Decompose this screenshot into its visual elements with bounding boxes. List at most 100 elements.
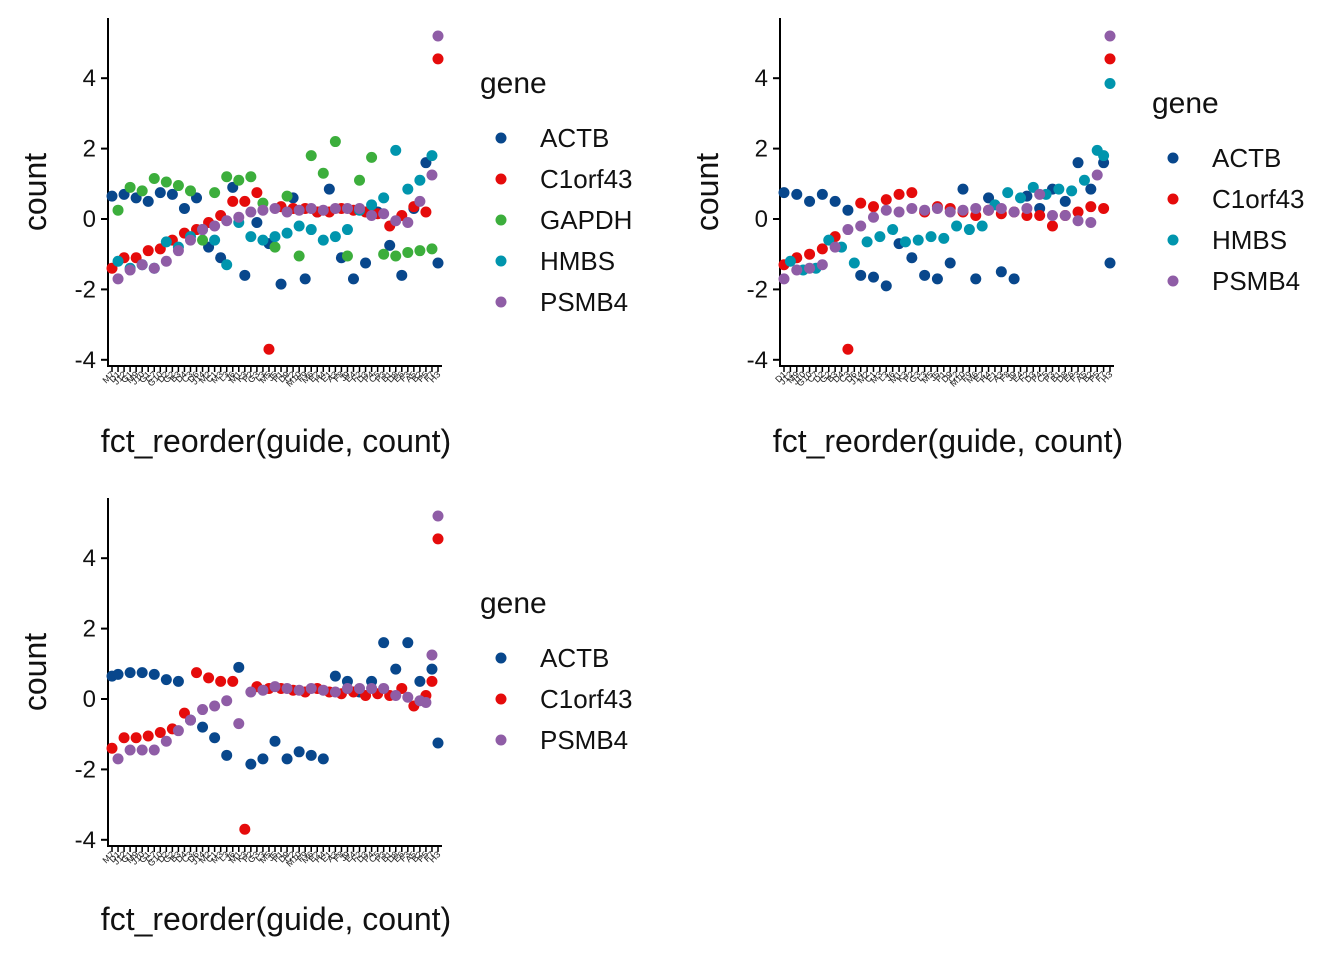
legend-label: ACTB bbox=[1212, 143, 1281, 173]
data-point bbox=[842, 224, 854, 236]
data-point bbox=[390, 689, 402, 701]
data-point bbox=[317, 753, 329, 765]
data-point bbox=[426, 150, 438, 162]
data-point bbox=[420, 206, 432, 218]
data-point bbox=[378, 192, 390, 204]
data-point bbox=[426, 649, 438, 661]
data-point bbox=[221, 171, 233, 183]
data-point bbox=[251, 187, 263, 199]
y-tick-label: 2 bbox=[83, 616, 96, 643]
data-point bbox=[172, 675, 184, 687]
data-point bbox=[1104, 77, 1116, 89]
data-point bbox=[329, 670, 341, 682]
data-point bbox=[816, 259, 828, 271]
data-point bbox=[378, 208, 390, 220]
data-point bbox=[925, 231, 937, 243]
data-point bbox=[402, 183, 414, 195]
data-point bbox=[209, 732, 221, 744]
data-point bbox=[880, 280, 892, 292]
legend-key bbox=[1167, 152, 1179, 164]
data-point bbox=[341, 250, 353, 262]
data-point bbox=[329, 202, 341, 214]
data-point bbox=[893, 188, 905, 200]
data-point bbox=[816, 188, 828, 200]
legend-key bbox=[495, 173, 507, 185]
data-point bbox=[233, 174, 245, 186]
data-point bbox=[1015, 192, 1027, 204]
data-point bbox=[778, 187, 790, 199]
data-point bbox=[184, 714, 196, 726]
data-point bbox=[390, 250, 402, 262]
data-point bbox=[829, 195, 841, 207]
data-point bbox=[148, 173, 160, 185]
data-point bbox=[317, 167, 329, 179]
data-point bbox=[1104, 53, 1116, 65]
data-point bbox=[426, 243, 438, 255]
data-point bbox=[112, 273, 124, 285]
y-tick-label: 2 bbox=[755, 136, 768, 163]
data-point bbox=[347, 273, 359, 285]
data-point bbox=[899, 236, 911, 248]
data-point bbox=[887, 224, 899, 236]
data-point bbox=[855, 197, 867, 209]
data-point bbox=[1085, 217, 1097, 229]
legend-label: PSMB4 bbox=[540, 725, 628, 755]
data-point bbox=[414, 174, 426, 186]
data-point bbox=[233, 211, 245, 223]
data-point bbox=[197, 224, 209, 236]
series-ACTB bbox=[106, 157, 444, 290]
data-point bbox=[784, 255, 796, 267]
data-point bbox=[396, 269, 408, 281]
data-point bbox=[281, 227, 293, 239]
x-axis-title: fct_reorder(guide, count) bbox=[773, 423, 1123, 459]
data-point bbox=[293, 684, 305, 696]
y-tick-label: 4 bbox=[755, 65, 768, 92]
data-point bbox=[124, 181, 136, 193]
data-point bbox=[305, 150, 317, 162]
data-point bbox=[257, 204, 269, 216]
data-point bbox=[390, 663, 402, 675]
y-axis-title: count bbox=[689, 153, 725, 231]
legend: gene ACTB C1orf43 HMBS PSMB4 bbox=[1152, 87, 1305, 296]
data-point bbox=[136, 259, 148, 271]
data-point bbox=[1072, 206, 1084, 218]
legend-label: GAPDH bbox=[540, 205, 632, 235]
data-point bbox=[390, 144, 402, 156]
data-point bbox=[281, 682, 293, 694]
data-point bbox=[191, 667, 203, 679]
data-point bbox=[1059, 195, 1071, 207]
data-point bbox=[848, 257, 860, 269]
data-point bbox=[804, 248, 816, 260]
data-point bbox=[414, 245, 426, 257]
data-point bbox=[823, 234, 835, 246]
data-point bbox=[160, 255, 172, 267]
data-point bbox=[263, 343, 275, 355]
data-point bbox=[432, 737, 444, 749]
data-point bbox=[912, 234, 924, 246]
legend: gene ACTB C1orf43 GAPDH HMBS PSMB4 bbox=[480, 67, 633, 317]
data-point bbox=[804, 195, 816, 207]
y-tick-label: -4 bbox=[75, 827, 96, 854]
data-point bbox=[269, 735, 281, 747]
data-point bbox=[931, 273, 943, 285]
data-point bbox=[293, 220, 305, 232]
data-point bbox=[293, 204, 305, 216]
data-point bbox=[341, 224, 353, 236]
y-axis-title: count bbox=[17, 633, 53, 711]
data-point bbox=[354, 174, 366, 186]
data-point bbox=[1046, 220, 1058, 232]
data-point bbox=[778, 273, 790, 285]
legend-label: ACTB bbox=[540, 643, 609, 673]
data-point bbox=[1072, 215, 1084, 227]
data-point bbox=[1008, 206, 1020, 218]
data-point bbox=[112, 204, 124, 216]
data-point bbox=[245, 171, 257, 183]
y-tick-label: -2 bbox=[75, 276, 96, 303]
data-point bbox=[995, 266, 1007, 278]
data-point bbox=[160, 176, 172, 188]
data-point bbox=[323, 183, 335, 195]
data-point bbox=[142, 195, 154, 207]
data-point bbox=[426, 169, 438, 181]
data-point bbox=[106, 742, 118, 754]
data-point bbox=[305, 224, 317, 236]
